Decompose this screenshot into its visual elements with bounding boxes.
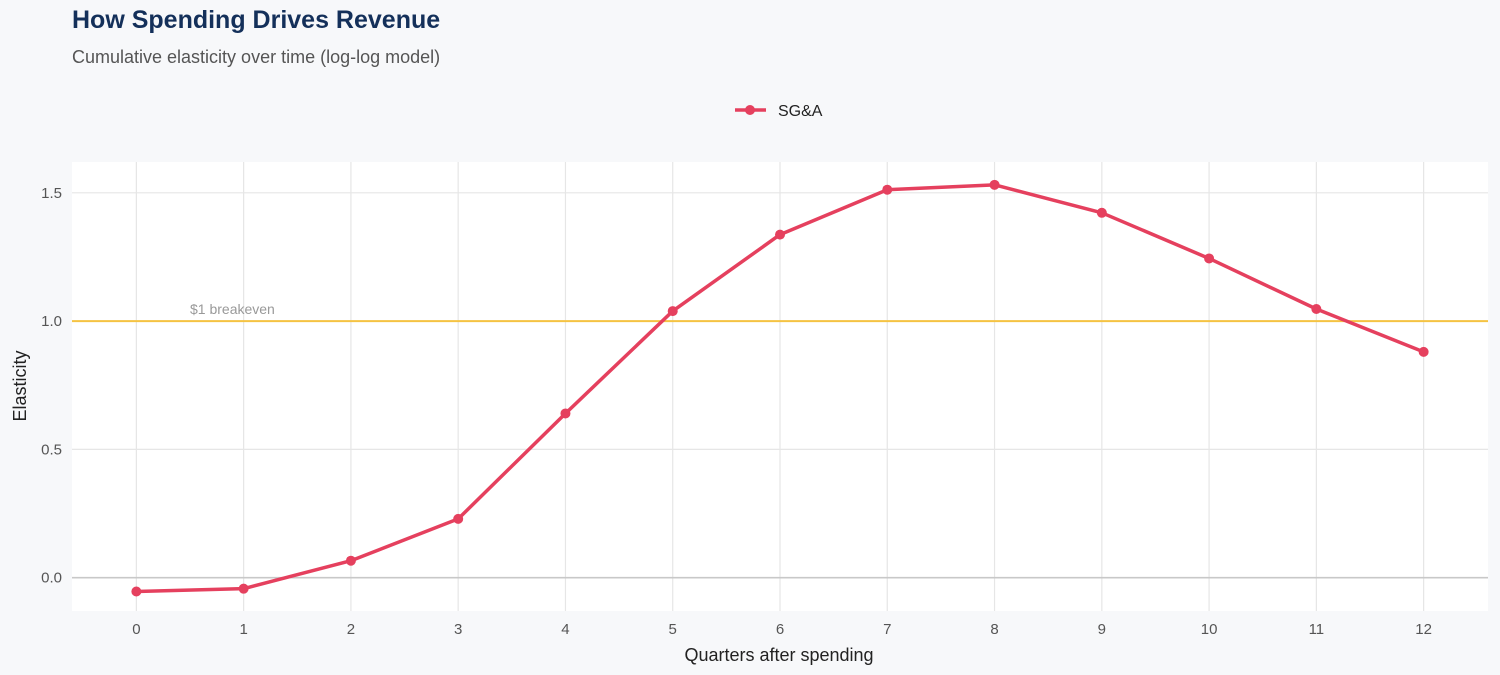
data-point <box>1311 304 1322 315</box>
data-point <box>131 586 142 597</box>
x-tick-label: 12 <box>1415 621 1432 638</box>
chart-subtitle: Cumulative elasticity over time (log-log… <box>72 47 441 67</box>
y-tick-label: 0.0 <box>41 570 62 587</box>
legend-marker-icon <box>745 105 755 115</box>
x-tick-label: 8 <box>990 621 998 638</box>
y-tick-label: 1.0 <box>41 313 62 330</box>
x-tick-label: 10 <box>1201 621 1218 638</box>
x-tick-label: 7 <box>883 621 891 638</box>
chart-title: How Spending Drives Revenue <box>72 6 441 34</box>
y-tick-label: 1.5 <box>41 185 62 202</box>
breakeven-label: $1 breakeven <box>190 301 275 317</box>
data-point <box>238 583 249 594</box>
legend: SG&A <box>735 103 823 120</box>
data-point <box>453 513 464 524</box>
x-tick-label: 6 <box>776 621 784 638</box>
x-axis-label: Quarters after spending <box>684 645 873 665</box>
x-tick-label: 1 <box>239 621 247 638</box>
x-tick-label: 4 <box>561 621 569 638</box>
x-tick-label: 2 <box>347 621 355 638</box>
y-axis-label: Elasticity <box>10 350 30 421</box>
data-point <box>345 555 356 566</box>
x-tick-label: 11 <box>1309 621 1325 638</box>
data-point <box>1418 346 1429 357</box>
legend-label: SG&A <box>778 103 823 120</box>
data-point <box>775 229 785 240</box>
data-point <box>1096 207 1107 218</box>
data-point <box>989 179 1000 190</box>
data-point <box>560 408 571 419</box>
data-point <box>882 184 893 195</box>
x-tick-label: 9 <box>1098 621 1106 638</box>
x-tick-label: 0 <box>132 621 140 638</box>
x-tick-label: 3 <box>454 621 462 638</box>
y-tick-label: 0.5 <box>41 441 62 458</box>
data-point <box>1204 253 1215 264</box>
data-point <box>667 306 678 317</box>
x-tick-label: 5 <box>669 621 677 638</box>
